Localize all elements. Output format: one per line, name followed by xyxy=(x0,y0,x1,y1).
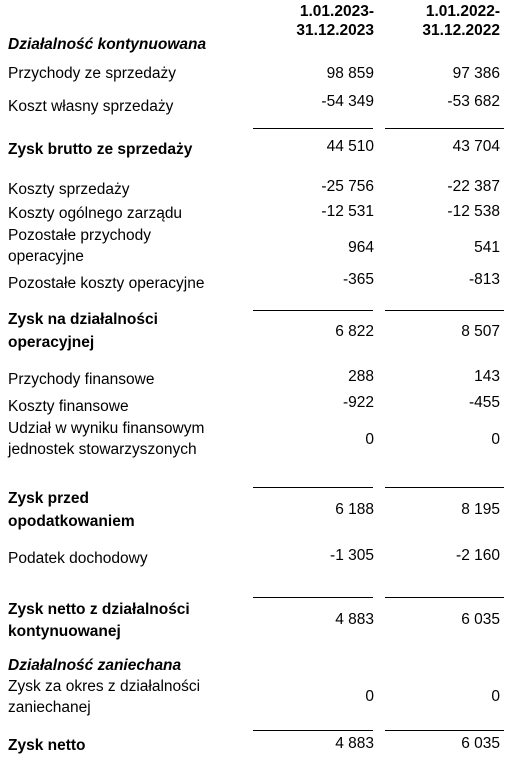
value-2022: 541 xyxy=(474,239,500,256)
row-label: Zysk przed xyxy=(8,490,89,507)
value-2022: 43 704 xyxy=(452,138,500,155)
value-2022: -12 538 xyxy=(447,203,500,220)
row-label: Przychody ze sprzedaży xyxy=(8,65,176,82)
row-label: Pozostałe koszty operacyjne xyxy=(8,275,205,292)
column-header-2022: 1.01.2022- 31.12.2022 xyxy=(422,2,500,40)
value-2023: -922 xyxy=(342,394,374,411)
subtotal-rule xyxy=(253,597,373,598)
value-2023: 0 xyxy=(365,431,374,448)
value-2023: 6 822 xyxy=(335,323,374,340)
row-label: Zysk netto xyxy=(8,737,86,754)
row-label: Zysk brutto ze sprzedaży xyxy=(8,141,193,158)
row-label: opodatkowaniem xyxy=(8,513,135,530)
row-label: jednostek stowarzyszonych xyxy=(8,441,197,458)
value-2022: 143 xyxy=(474,368,500,385)
subtotal-rule xyxy=(253,310,373,311)
row-label: Zysk za okres z działalności xyxy=(8,678,201,695)
subtotal-rule xyxy=(253,487,373,488)
value-2023: -25 756 xyxy=(321,178,374,195)
row-label: Zysk netto z działalności xyxy=(8,601,190,618)
subtotal-rule xyxy=(253,128,373,129)
value-2023: 964 xyxy=(348,239,374,256)
value-2023: 288 xyxy=(348,368,374,385)
row-label: operacyjnej xyxy=(8,334,95,351)
row-label: Udział w wyniku finansowym xyxy=(8,420,205,437)
value-2023: 6 188 xyxy=(335,501,374,518)
value-2023: 98 859 xyxy=(326,65,374,82)
row-label: Podatek dochodowy xyxy=(8,550,148,567)
subtotal-rule xyxy=(385,128,504,129)
subtotal-rule xyxy=(385,487,504,488)
row-label: Koszty sprzedaży xyxy=(8,181,130,198)
value-2022: -22 387 xyxy=(447,178,500,195)
value-2022: 0 xyxy=(491,688,500,705)
value-2023: 44 510 xyxy=(326,138,374,155)
value-2022: -2 160 xyxy=(456,547,500,564)
row-label: Działalność zaniechana xyxy=(8,657,182,674)
column-header-2022-line2: 31.12.2022 xyxy=(422,22,500,39)
column-header-2022-line1: 1.01.2022- xyxy=(425,3,500,20)
value-2022: -53 682 xyxy=(447,93,500,110)
value-2023: 4 883 xyxy=(335,735,374,752)
column-header-2023-line1: 1.01.2023- xyxy=(299,3,374,20)
row-label: operacyjne xyxy=(8,248,84,265)
row-label: Koszty ogólnego zarządu xyxy=(8,205,183,222)
value-2022: 0 xyxy=(491,431,500,448)
row-label: zaniechanej xyxy=(8,699,91,716)
value-2023: 4 883 xyxy=(335,611,374,628)
column-header-2023-line2: 31.12.2023 xyxy=(296,22,374,39)
row-label: kontynuowanej xyxy=(8,623,121,640)
value-2023: -365 xyxy=(342,271,374,288)
row-label: Koszt własny sprzedaży xyxy=(8,98,174,115)
row-label: Pozostałe przychody xyxy=(8,227,152,244)
value-2023: -54 349 xyxy=(321,93,374,110)
value-2022: -455 xyxy=(468,394,500,411)
subtotal-rule xyxy=(385,730,504,731)
value-2022: 8 195 xyxy=(461,501,500,518)
row-label: Przychody finansowe xyxy=(8,371,155,388)
value-2023: -12 531 xyxy=(321,203,374,220)
value-2022: 6 035 xyxy=(461,735,500,752)
value-2023: 0 xyxy=(365,688,374,705)
value-2022: 6 035 xyxy=(461,611,500,628)
row-label: Działalność kontynuowana xyxy=(8,36,207,53)
row-label: Zysk na działalności xyxy=(8,311,158,328)
column-header-2023: 1.01.2023- 31.12.2023 xyxy=(296,2,374,40)
value-2022: -813 xyxy=(468,271,500,288)
subtotal-rule xyxy=(385,597,504,598)
value-2022: 8 507 xyxy=(461,323,500,340)
value-2022: 97 386 xyxy=(452,65,500,82)
value-2023: -1 305 xyxy=(330,547,374,564)
row-label: Koszty finansowe xyxy=(8,398,129,415)
subtotal-rule xyxy=(253,730,373,731)
subtotal-rule xyxy=(385,310,504,311)
